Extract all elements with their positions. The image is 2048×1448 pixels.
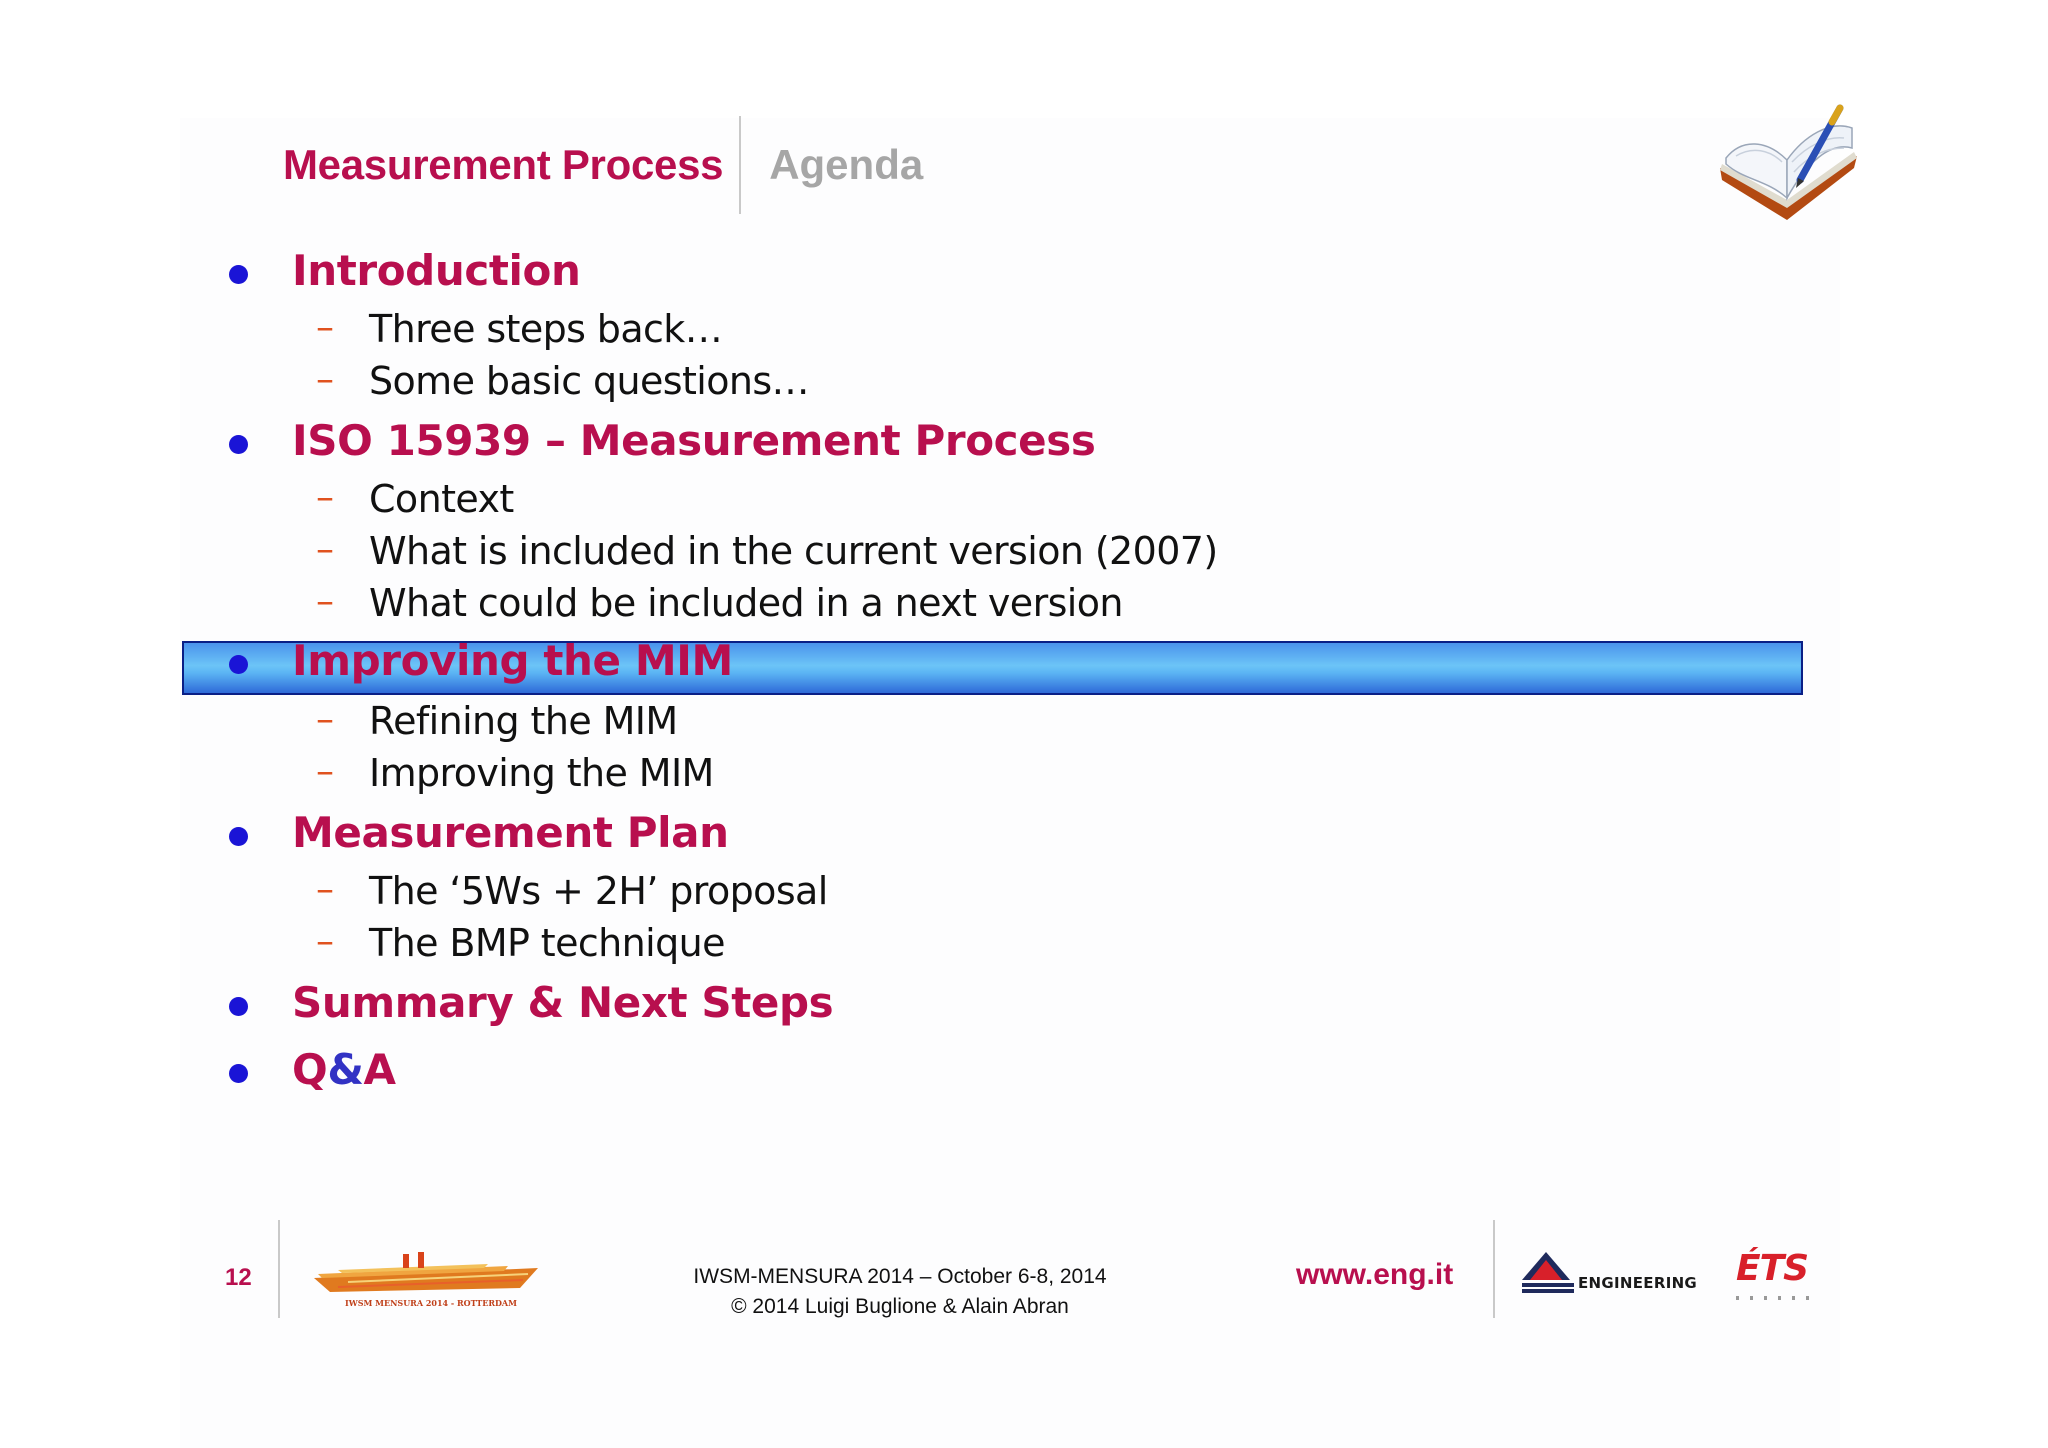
agenda-subitem-text: Three steps back… [369,307,723,351]
agenda-item-title: Improving the MIM [292,636,733,685]
agenda-item-title: Measurement Plan [292,808,729,857]
qa-q: Q [292,1045,328,1094]
dash-icon: – [316,869,334,910]
agenda-subitem-text: The BMP technique [369,921,725,965]
agenda-item-title: ISO 15939 – Measurement Process [292,416,1096,465]
header-divider [739,116,742,214]
bullet-icon [229,265,248,284]
dash-icon: – [316,477,334,518]
dash-icon: – [316,307,334,348]
qa-ampersand: & [327,1045,364,1094]
agenda-subitem-text: The ‘5Ws + 2H’ proposal [369,869,828,913]
agenda-subitem-text: Improving the MIM [369,751,714,795]
footer-divider [1493,1220,1495,1318]
open-book-with-pen-icon [1720,104,1857,220]
ship-logo-caption: IWSM MENSURA 2014 - ROTTERDAM [345,1298,517,1308]
agenda-subitem-text: What could be included in a next version [369,581,1123,625]
bullet-icon [229,997,248,1016]
dash-icon: – [316,921,334,962]
dash-icon: – [316,529,334,570]
agenda-item-title: Summary & Next Steps [292,978,834,1027]
dash-icon: – [316,359,334,400]
engineering-logo-text: ENGINEERING [1578,1274,1698,1292]
slide-background [180,118,1840,1448]
footer-divider [278,1220,280,1318]
slide-header: Measurement Process Agenda [283,116,924,214]
footer-credits: IWSM-MENSURA 2014 – October 6-8, 2014 © … [640,1262,1160,1322]
iwsm-mensura-ship-logo: IWSM MENSURA 2014 - ROTTERDAM [314,1252,538,1308]
agenda-subitem-text: What is included in the current version … [369,529,1218,573]
copyright-line: © 2014 Luigi Buglione & Alain Abran [731,1295,1069,1318]
dash-icon: – [316,581,334,622]
ets-logo-dots [1736,1296,1810,1300]
bullet-icon [229,827,248,846]
page-number: 12 [225,1264,252,1291]
bullet-icon [229,1064,248,1083]
bullet-icon [229,655,248,674]
slide-title: Measurement Process [283,141,724,188]
engineering-logo: ENGINEERING [1520,1250,1697,1296]
dash-icon: – [316,699,334,740]
bullet-icon [229,435,248,454]
agenda-subitem-text: Refining the MIM [369,699,678,743]
agenda-subitem-text: Context [369,477,514,521]
slide-subtitle: Agenda [769,141,924,188]
qa-a: A [363,1045,397,1094]
engineering-triangle-icon [1522,1252,1574,1293]
website-link[interactable]: www.eng.it [1296,1258,1454,1291]
current-section-highlight [182,641,1803,695]
conference-line: IWSM-MENSURA 2014 – October 6-8, 2014 [693,1265,1107,1288]
agenda-item-title: Introduction [292,246,581,295]
agenda-item-title: Q&A [292,1045,396,1094]
agenda-subitem-text: Some basic questions… [369,359,810,403]
dash-icon: – [316,751,334,792]
ets-logo: ÉTS [1736,1248,1809,1289]
